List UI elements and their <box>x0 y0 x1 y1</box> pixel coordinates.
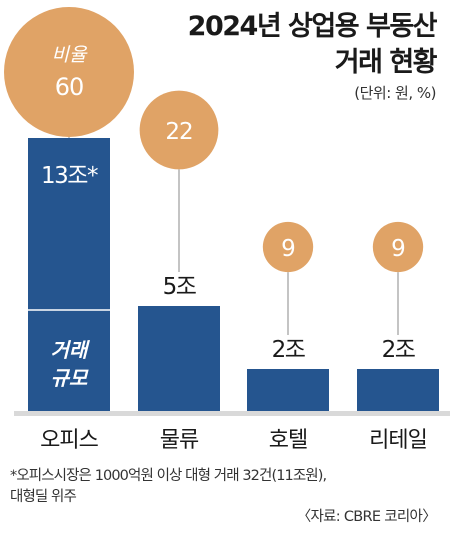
baseline <box>14 411 450 416</box>
footnote-line2: 대형딜 위주 <box>10 489 77 505</box>
bar-2 <box>138 306 220 411</box>
ratio-legend-label: 비율 <box>52 44 88 66</box>
bar-4 <box>357 369 439 411</box>
ratio-value-label: 22 <box>165 119 192 145</box>
volume-value-label: 2조 <box>382 337 415 363</box>
bar-3 <box>247 369 329 411</box>
unit-label: (단위: 원, %) <box>354 84 436 102</box>
chart-title-line2: 거래 현황 <box>334 47 438 78</box>
ratio-circle-4 <box>372 221 424 273</box>
footnote-line1: *오피스시장은 1000억원 이상 대형 거래 32건(11조원), <box>10 468 327 484</box>
volume-value-label: 13조* <box>41 163 98 189</box>
ratio-value-label: 60 <box>55 73 84 101</box>
volume-value-label: 5조 <box>163 274 196 300</box>
volume-value-label: 2조 <box>272 337 305 363</box>
bar-1 <box>28 138 110 411</box>
category-label: 물류 <box>160 428 199 453</box>
chart-title-line1: 2024년 상업용 부동산 <box>187 11 438 42</box>
source-label: 〈자료: CBRE 코리아〉 <box>296 509 437 525</box>
ratio-value-label: 9 <box>391 236 405 262</box>
ratio-value-label: 9 <box>281 236 295 262</box>
category-label: 리테일 <box>369 428 427 453</box>
category-label: 호텔 <box>269 428 307 453</box>
volume-legend-label-line2: 규모 <box>51 366 89 390</box>
ratio-circle-1 <box>4 7 134 137</box>
category-label: 오피스 <box>40 428 98 453</box>
ratio-circle-3 <box>262 221 314 273</box>
ratio-circle-2 <box>139 90 219 170</box>
volume-legend-label-line1: 거래 <box>51 338 90 362</box>
